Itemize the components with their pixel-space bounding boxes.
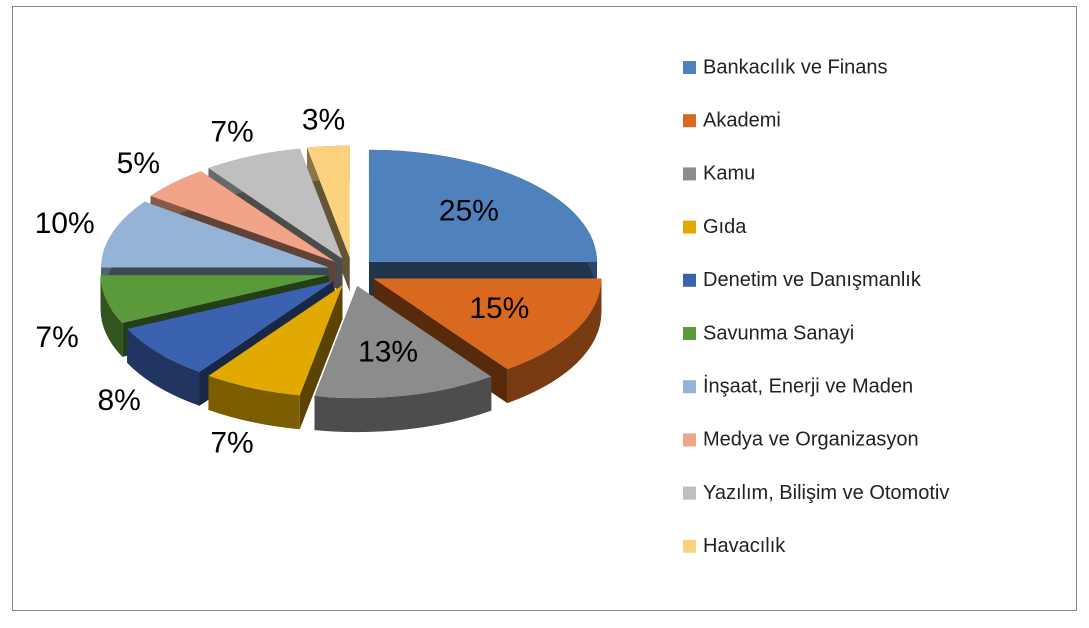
legend-swatch [683,380,696,394]
legend-swatch [683,114,696,128]
data-label: 8% [98,384,141,417]
data-label: 13% [358,336,418,369]
data-label: 7% [35,321,78,354]
slice-group [208,285,343,430]
slice-wall [127,328,200,406]
data-label: 15% [469,292,529,325]
legend-label: İnşaat, Enerji ve Maden [703,374,913,397]
legend-swatch [683,220,696,234]
slice-wall [208,375,300,430]
slice-wall [507,278,602,404]
legend-swatch [683,539,696,553]
slice [368,149,597,262]
legend-swatch [683,327,696,340]
slice [208,285,343,396]
slice [150,171,336,262]
legend-label: Kamu [703,163,755,185]
legend-label: Akademi [703,109,781,131]
slice [373,278,602,370]
legend-label: Medya ve Organizasyon [703,429,919,451]
legend-swatch [683,167,696,181]
slice-wall [314,376,492,433]
legend-swatch [683,486,696,500]
legend-swatch [683,273,696,287]
slice [127,281,334,372]
slice [100,275,329,323]
legend-label: Havacılık [703,535,786,557]
slice-group [314,286,492,433]
data-label: 5% [117,147,160,180]
data-label: 7% [210,427,253,460]
data-label: 7% [210,115,253,148]
data-label: 3% [302,104,345,137]
legend-swatch [683,433,696,447]
slice [101,201,330,268]
legend-label: Denetim ve Danışmanlık [703,269,922,291]
legend-label: Yazılım, Bilişim ve Otomotiv [703,482,949,504]
legend-swatch [683,61,696,74]
legend-label: Bankacılık ve Finans [703,56,888,78]
legend-label: Gıda [703,216,747,238]
slice-wall [100,275,123,357]
data-label: 25% [439,195,499,228]
slice [208,148,343,259]
slice [314,286,492,399]
slice [307,145,350,258]
legend-label: Savunma Sanayi [703,322,854,344]
data-label: 10% [35,207,95,240]
